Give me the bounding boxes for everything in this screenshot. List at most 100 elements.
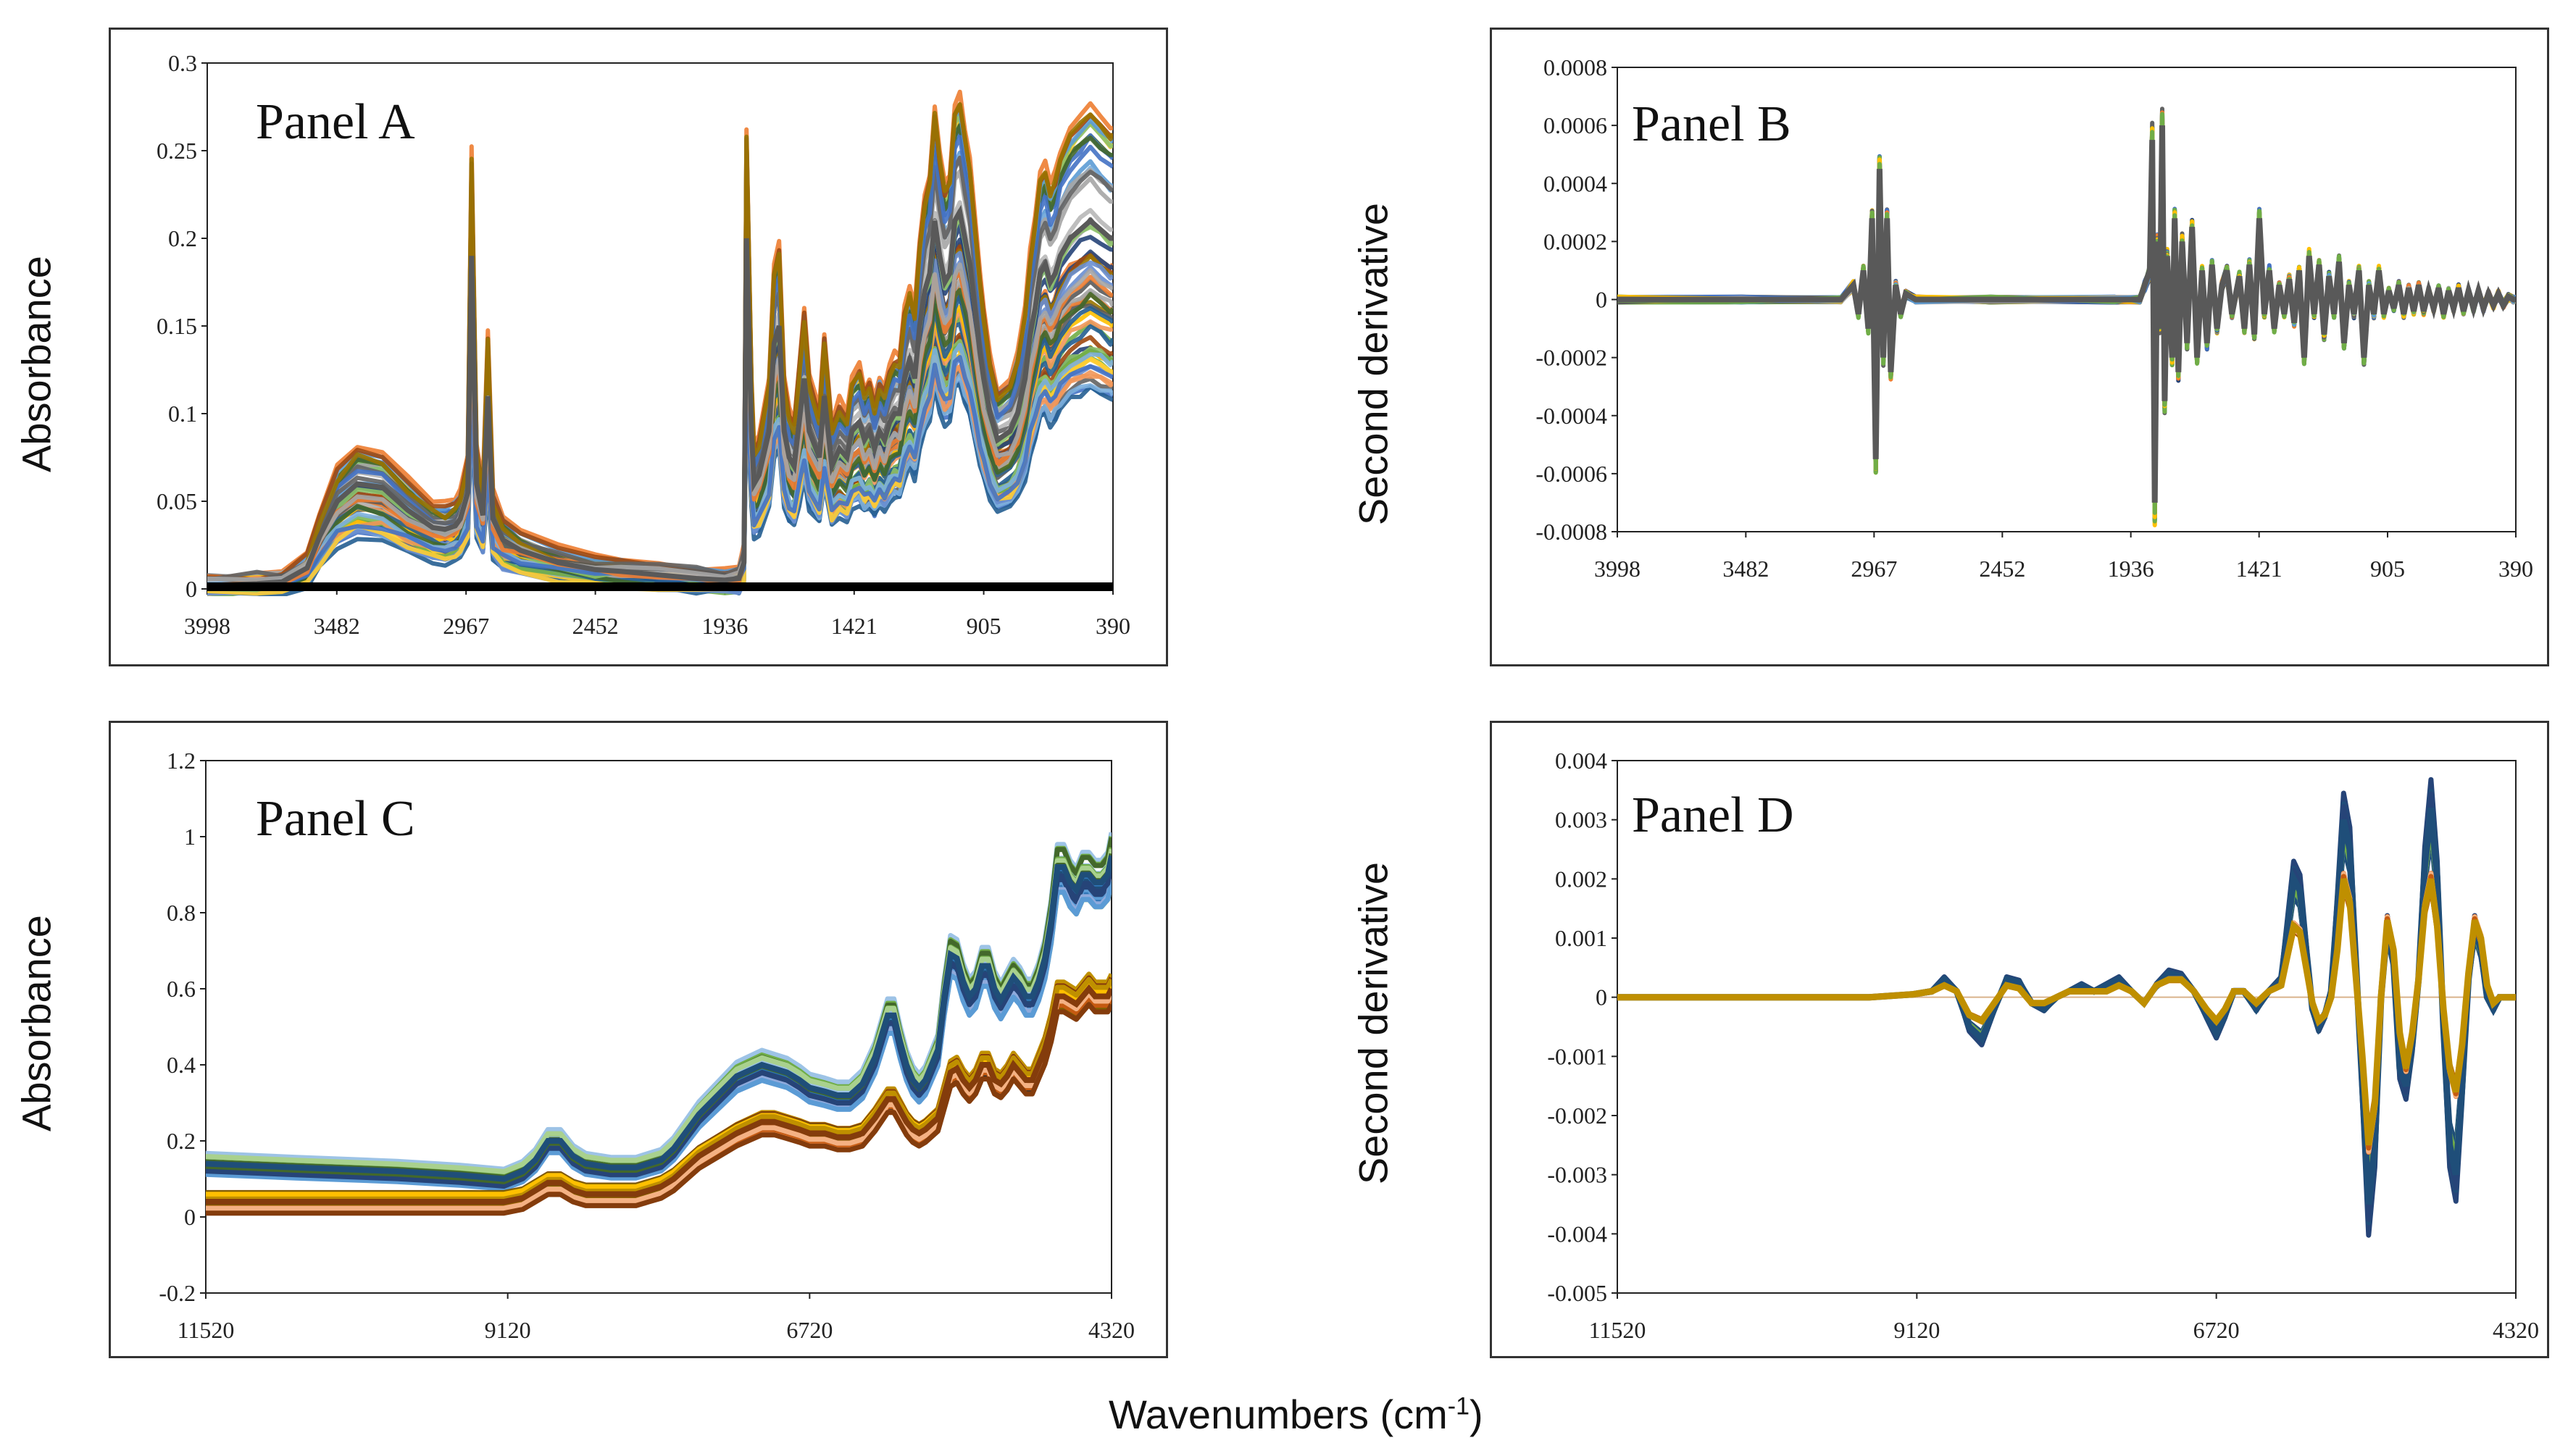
y-tick-label: 0.8	[167, 900, 196, 926]
spectrum-line	[206, 869, 1112, 1178]
derivative-line	[1617, 116, 2516, 516]
y-tick-label: -0.003	[1547, 1162, 1607, 1188]
derivative-line	[1617, 133, 2516, 498]
y-tick-label: 0.15	[157, 313, 197, 339]
y-tick-label: 0.0008	[1543, 54, 1607, 80]
spectrum-line	[206, 878, 1112, 1186]
x-tick-label: 390	[1096, 613, 1130, 639]
y-tick-label: 0	[1596, 984, 1607, 1011]
panel-a-ylabel: Absorbance	[13, 256, 59, 472]
x-tick-label: 6720	[2193, 1317, 2240, 1343]
x-tick-label: 390	[2498, 556, 2533, 582]
y-tick-label: 1.2	[167, 748, 196, 774]
spectrum-line	[206, 862, 1112, 1182]
y-tick-label: 0.6	[167, 976, 196, 1002]
x-tick-label: 2452	[1979, 556, 2025, 582]
y-tick-label: 0.0002	[1543, 228, 1607, 254]
spectrum-line	[207, 355, 1113, 589]
spectrum-line	[206, 881, 1112, 1192]
panel-a-chart: 0 0.05 0.1 0.15 0.2 0.25 0.3 3998 3482 2967 2452 19…	[157, 50, 1130, 639]
x-tick-label: 3482	[1722, 556, 1769, 582]
spectrum-line	[206, 861, 1112, 1189]
spectrum-line	[206, 855, 1112, 1174]
y-tick-label: 0.25	[157, 138, 197, 164]
spectrum-line	[206, 881, 1112, 1190]
derivative-line	[1617, 125, 2516, 503]
x-tick-label: 3998	[184, 613, 230, 639]
panel-d-chart: 0.004 0.003 0.002 0.001 0 -0.001 -0.002 -0.003 -…	[1547, 748, 2539, 1343]
panel-a-frame: 0 0.05 0.1 0.15 0.2 0.25 0.3 3998 3482 2967 2452 19…	[109, 28, 1168, 666]
series-group	[206, 832, 1112, 1216]
panel-b-frame: 0.0008 0.0006 0.0004 0.0002 0 -0.0002 -0.0004 -…	[1490, 28, 2549, 666]
derivative-line	[1617, 121, 2516, 511]
x-tick-label: 2967	[1851, 556, 1897, 582]
xlabel-text: Wavenumbers (cm	[1109, 1392, 1448, 1437]
y-tick-label: 0.003	[1555, 807, 1607, 833]
y-tick-label: -0.0008	[1535, 519, 1607, 545]
derivative-line	[1617, 878, 2516, 1146]
spectrum-line	[207, 204, 1113, 588]
spectrum-line	[206, 856, 1112, 1184]
spectrum-line	[206, 868, 1112, 1175]
plot-area	[205, 760, 1112, 1294]
x-tick-label: 1936	[2108, 556, 2154, 582]
spectrum-line	[206, 873, 1112, 1185]
panel-title: Panel A	[256, 94, 415, 150]
y-tick-label: 0.004	[1555, 748, 1607, 774]
y-tick-label: 0.0004	[1543, 170, 1607, 196]
x-tick-label: 1421	[831, 613, 877, 639]
derivative-line	[1617, 109, 2516, 521]
x-tick-label: 2452	[572, 613, 619, 639]
spectrum-line	[206, 876, 1112, 1184]
x-tick-label: 905	[2370, 556, 2405, 582]
spectrum-line	[206, 878, 1112, 1187]
spectrum-line	[206, 848, 1112, 1189]
spectrum-line	[206, 984, 1112, 1205]
plot-area	[1617, 760, 2517, 1294]
derivative-line	[1617, 112, 2516, 524]
xlabel-superscript: -1	[1447, 1392, 1470, 1421]
derivative-line	[1617, 114, 2516, 519]
spectrum-line	[206, 868, 1112, 1185]
y-tick-label: 0	[184, 1204, 196, 1230]
x-tick-label: 4320	[2493, 1317, 2539, 1343]
derivative-line	[1617, 120, 2516, 509]
x-tick-label: 1936	[701, 613, 748, 639]
x-tick-label: 9120	[485, 1317, 531, 1343]
x-tick-label: 9120	[1893, 1317, 1940, 1343]
derivative-line	[1617, 110, 2516, 519]
spectrum-line	[206, 1002, 1112, 1216]
series-group	[207, 89, 1113, 596]
spectrum-line	[206, 862, 1112, 1181]
x-tick-label: 6720	[786, 1317, 833, 1343]
spectrum-line	[206, 864, 1112, 1189]
y-tick-label: 0	[185, 576, 197, 602]
derivative-line	[1617, 147, 2516, 483]
x-tick-label: 11520	[1589, 1317, 1646, 1343]
series-group	[1617, 777, 2516, 1238]
y-tick-label: 0.002	[1555, 866, 1607, 892]
y-tick-label: 0.3	[168, 50, 197, 76]
panel-title: Panel D	[1632, 787, 1794, 843]
y-tick-label: 0.2	[167, 1128, 196, 1154]
y-tick-label: -0.005	[1547, 1280, 1607, 1306]
x-tick-label: 3998	[1594, 556, 1641, 582]
x-tick-label: 2967	[443, 613, 489, 639]
x-tick-label: 11520	[178, 1317, 235, 1343]
y-tick-label: 0.05	[157, 488, 197, 514]
shared-xlabel: Wavenumbers (cm-1)	[1109, 1391, 1483, 1438]
x-tick-label: 905	[967, 613, 1001, 639]
spectrum-line	[206, 853, 1112, 1183]
x-tick-label: 1421	[2236, 556, 2283, 582]
y-tick-label: -0.2	[159, 1280, 196, 1306]
xlabel-close: )	[1469, 1392, 1483, 1437]
panel-title: Panel C	[256, 791, 415, 847]
y-tick-label: 0	[1596, 287, 1607, 313]
spectrum-line	[206, 853, 1112, 1184]
y-tick-label: -0.001	[1547, 1043, 1607, 1069]
y-tick-label: -0.004	[1547, 1221, 1607, 1247]
derivative-line	[1617, 108, 2516, 527]
y-tick-label: -0.002	[1547, 1103, 1607, 1129]
y-tick-label: 0.0006	[1543, 112, 1607, 138]
panel-c-ylabel: Absorbance	[13, 915, 59, 1131]
